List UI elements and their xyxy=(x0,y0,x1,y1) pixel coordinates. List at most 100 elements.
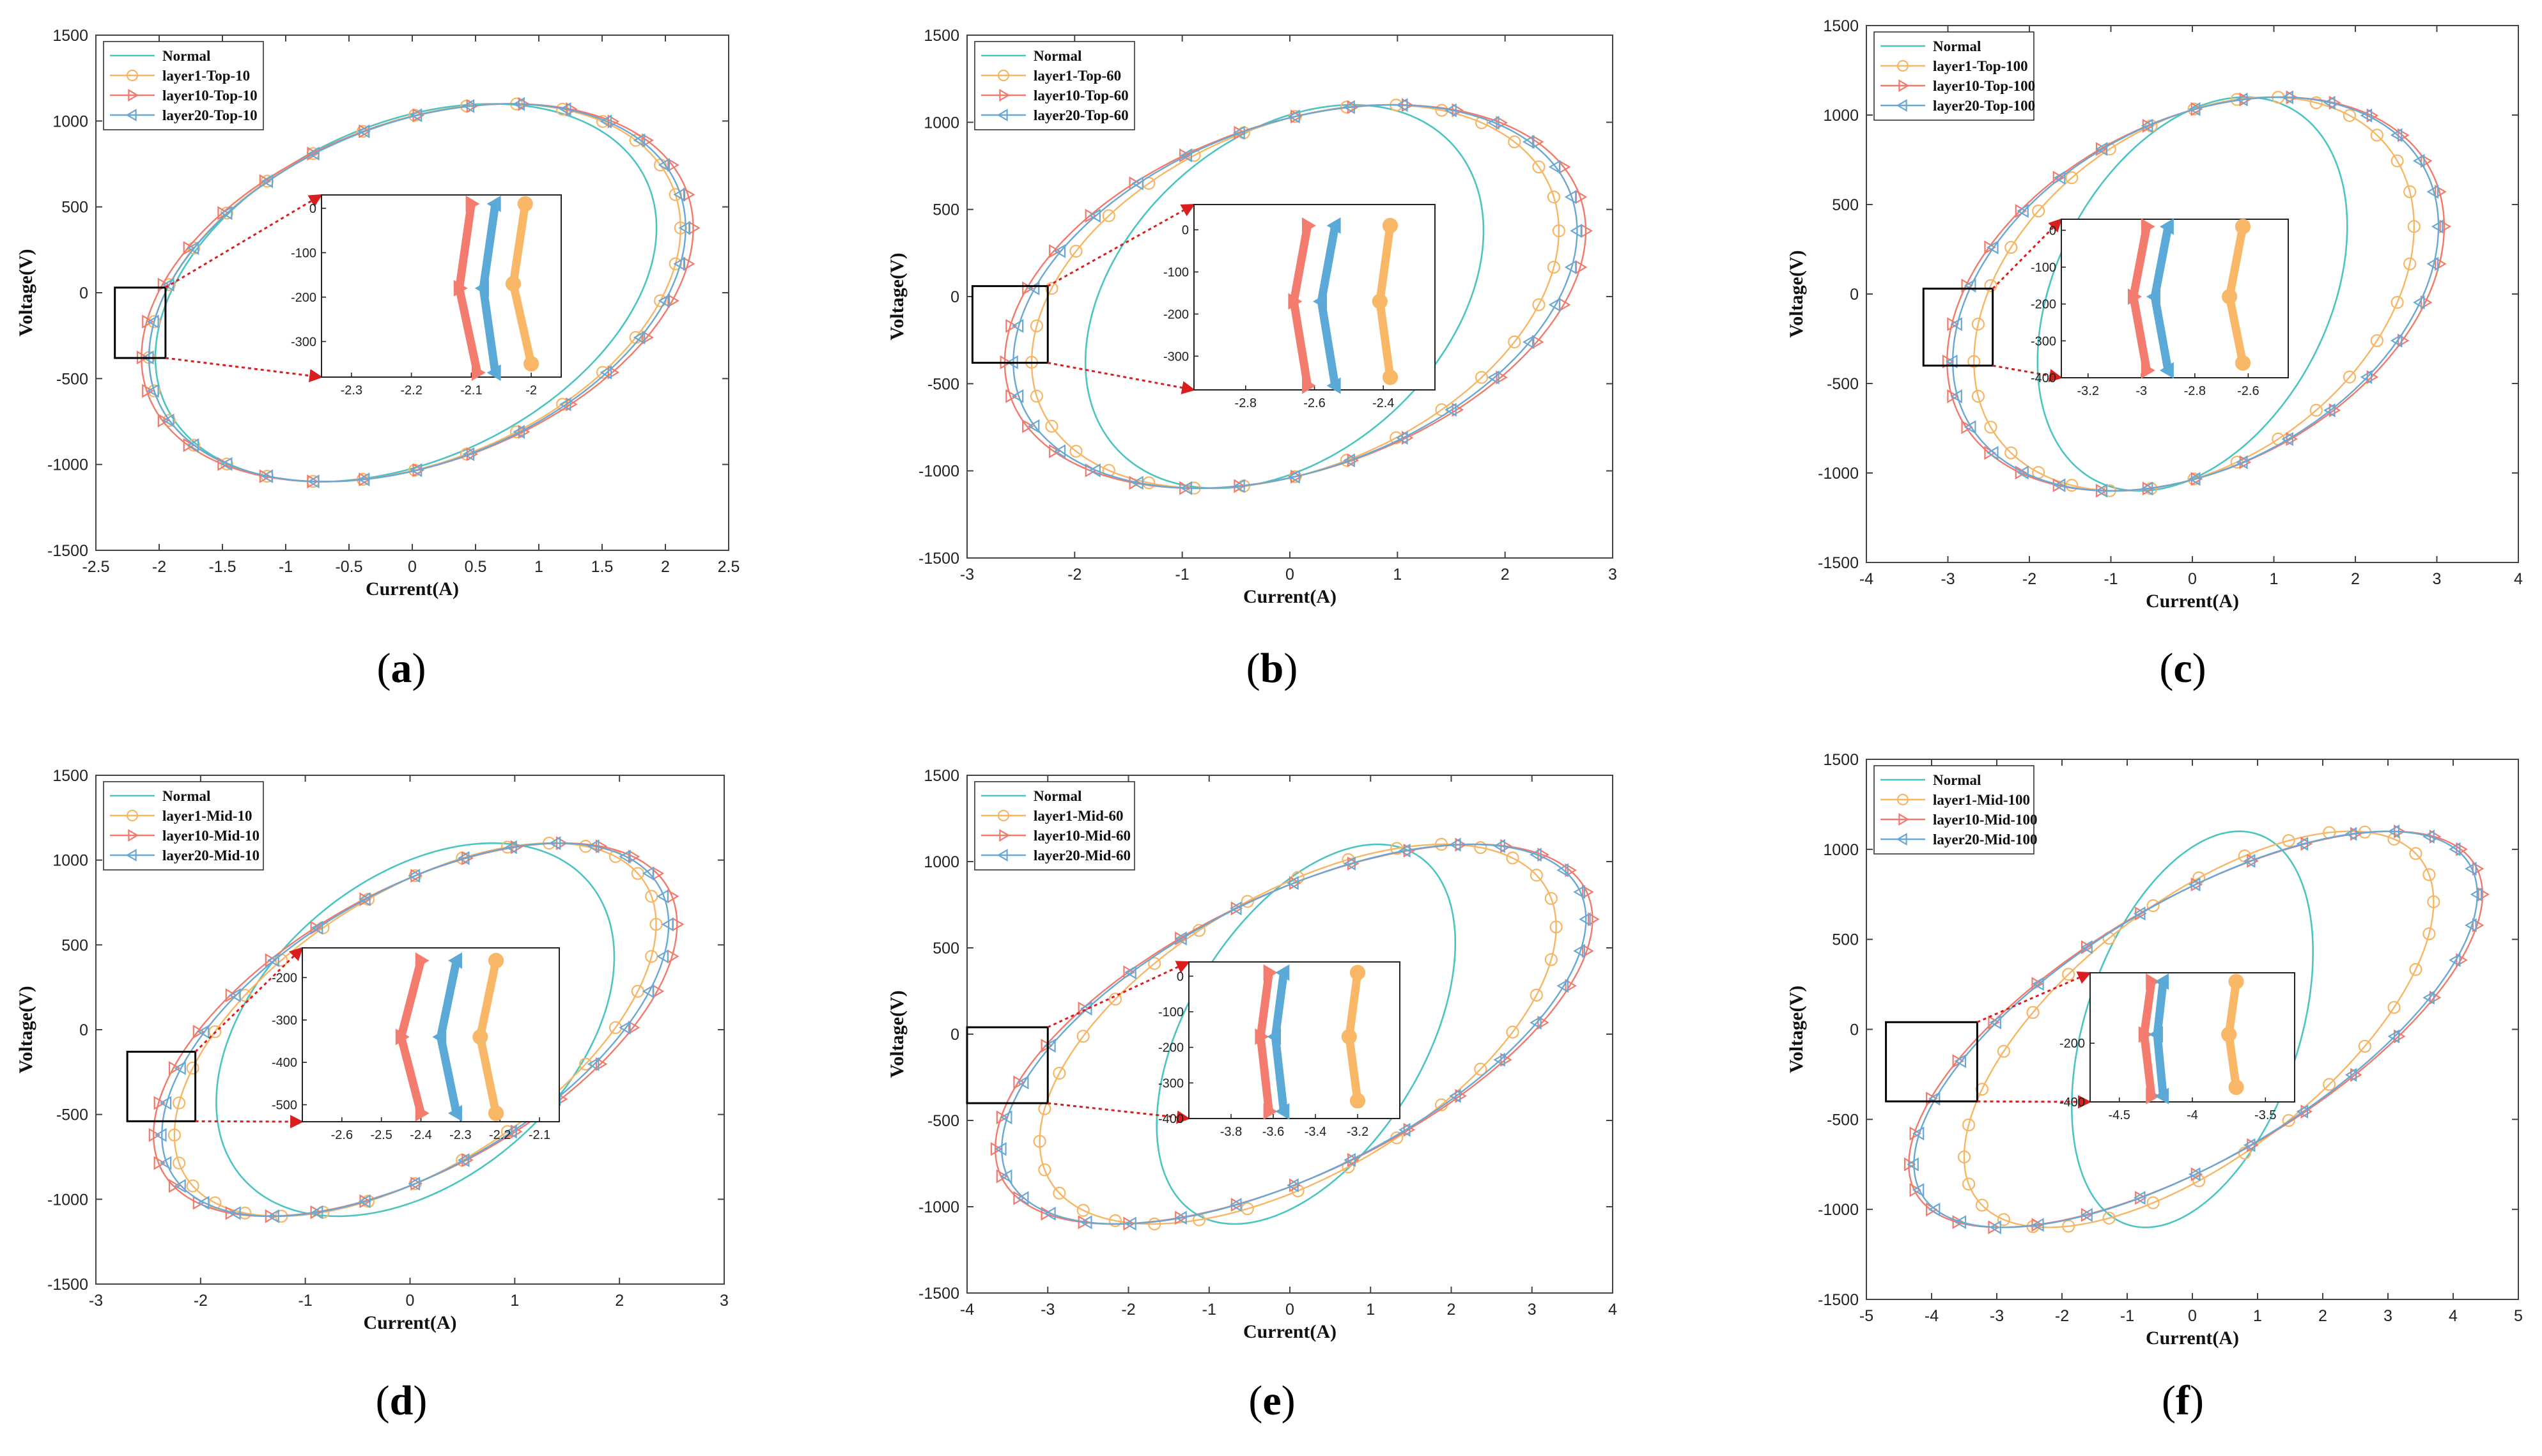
series-marker xyxy=(412,463,425,477)
zoom-marker xyxy=(2148,1026,2163,1043)
x-tick-label: 1 xyxy=(534,558,543,576)
series-marker xyxy=(1565,863,1577,878)
legend: Normal layer1-Top-10 layer10-Top-10 layer20… xyxy=(103,41,264,130)
series-marker xyxy=(1175,931,1187,946)
series-marker xyxy=(2081,940,2093,954)
series-marker xyxy=(2141,481,2153,496)
chart-panel-b: -3 -2 -1 0 1 2 3-1500-1000-500050010001500Curr… xyxy=(887,27,1617,692)
series-marker xyxy=(996,1110,1009,1125)
y-tick-label: 1500 xyxy=(52,767,88,785)
zoom-marker xyxy=(488,952,504,969)
zoom-marker xyxy=(2159,218,2174,235)
series-marker xyxy=(2426,185,2439,199)
series-marker xyxy=(2422,868,2436,881)
panel-label-open: ( xyxy=(2162,1377,2176,1424)
x-axis-label: Current(A) xyxy=(2146,591,2239,612)
series-marker xyxy=(1344,856,1356,871)
series-marker xyxy=(642,133,654,148)
series-marker xyxy=(2422,990,2435,1005)
y-tick-label: -1000 xyxy=(1818,465,1859,483)
series-marker xyxy=(2053,478,2066,493)
series-marker xyxy=(2190,1167,2203,1182)
legend-marker xyxy=(996,849,1008,862)
series-marker xyxy=(1496,370,1508,385)
series-marker xyxy=(261,174,274,189)
series-marker xyxy=(1987,445,1999,460)
series-marker xyxy=(410,108,422,123)
series-marker xyxy=(2188,472,2201,486)
series-marker xyxy=(1449,1088,1461,1103)
series-marker xyxy=(225,988,238,1003)
series-marker xyxy=(2146,899,2160,913)
zoom-inset: -3.8 -3.6 -3.4 -3.2 -400 -300 -200 -100 0 xyxy=(966,961,1400,1139)
y-tick-label: 0 xyxy=(1850,286,1859,304)
series-marker xyxy=(1952,1215,1965,1229)
series-marker xyxy=(2420,295,2433,310)
zoom-arrow-top xyxy=(1047,961,1190,1028)
series-marker xyxy=(633,330,646,345)
series-marker xyxy=(1044,1206,1056,1221)
legend-marker xyxy=(128,829,139,842)
series-marker xyxy=(1952,1054,1965,1069)
legend-entry: Normal xyxy=(162,788,210,804)
series-marker xyxy=(1971,389,1985,403)
series-marker xyxy=(167,1128,181,1142)
zoom-inset: -2.8 -2.6 -2.4 -300 -200 -100 0 xyxy=(971,203,1436,410)
zoom-marker xyxy=(2146,288,2160,306)
series-marker xyxy=(1241,1202,1254,1216)
series-marker xyxy=(168,1179,181,1193)
series-marker xyxy=(1962,1177,1976,1191)
y-tick-label: 1500 xyxy=(924,27,959,45)
series-marker xyxy=(2370,128,2383,142)
zoom-arrow-bottom xyxy=(195,1115,304,1129)
series-marker xyxy=(1997,1044,2010,1058)
series-marker xyxy=(2032,977,2044,991)
y-tick-label: 1000 xyxy=(924,853,959,871)
x-tick-label: 1 xyxy=(2270,570,2279,588)
series-marker xyxy=(2343,370,2357,384)
x-tick-label: 3 xyxy=(2383,1307,2392,1325)
series-marker xyxy=(229,1205,241,1220)
series-marker xyxy=(229,988,241,1003)
series-marker xyxy=(1544,892,1558,905)
zoom-x-tick-label: -2.8 xyxy=(1235,396,1257,410)
zoom-marker xyxy=(2146,973,2160,990)
y-tick-label: 500 xyxy=(933,940,959,957)
series-marker xyxy=(220,457,233,471)
zoom-y-tick-label: 0 xyxy=(2049,224,2056,238)
series-marker xyxy=(148,1127,161,1142)
series-marker xyxy=(1343,453,1355,468)
zoom-y-tick-label: -400 xyxy=(2031,371,2056,385)
legend-entry: layer20-Mid-10 xyxy=(162,848,260,864)
y-tick-label: 500 xyxy=(61,199,88,217)
series-marker xyxy=(2420,153,2433,168)
y-tick-label: 0 xyxy=(1850,1021,1859,1039)
series-marker xyxy=(1967,355,1981,368)
x-tick-label: -4 xyxy=(1859,570,1873,588)
series-line-layer20-Mid-100 xyxy=(1913,830,2478,1228)
y-tick-label: 500 xyxy=(1832,196,1859,214)
series-marker xyxy=(2133,1191,2146,1205)
series-marker xyxy=(1942,354,1955,369)
series-marker xyxy=(310,920,323,935)
series-marker xyxy=(1912,1182,1925,1197)
series-marker xyxy=(1080,1215,1092,1230)
zoom-marker xyxy=(1382,217,1399,234)
series-marker xyxy=(1027,419,1040,433)
series-marker xyxy=(225,1205,238,1220)
series-marker xyxy=(147,383,159,398)
series-marker xyxy=(1950,317,1962,332)
series-marker xyxy=(2472,862,2484,876)
series-marker xyxy=(600,365,612,380)
legend-marker xyxy=(999,89,1011,102)
zoom-x-tick-label: -2.6 xyxy=(1303,396,1325,410)
series-marker xyxy=(1907,1157,1919,1172)
series-marker xyxy=(2465,918,2477,933)
series-marker xyxy=(2439,219,2452,234)
zoom-marker xyxy=(1341,1028,1357,1045)
zoom-x-tick-label: -3.2 xyxy=(1347,1125,1368,1139)
series-marker xyxy=(1565,979,1577,993)
legend-entry: layer10-Mid-100 xyxy=(1933,812,2038,828)
series-marker xyxy=(1508,135,1521,149)
panel-label-letter: c xyxy=(2173,645,2192,692)
